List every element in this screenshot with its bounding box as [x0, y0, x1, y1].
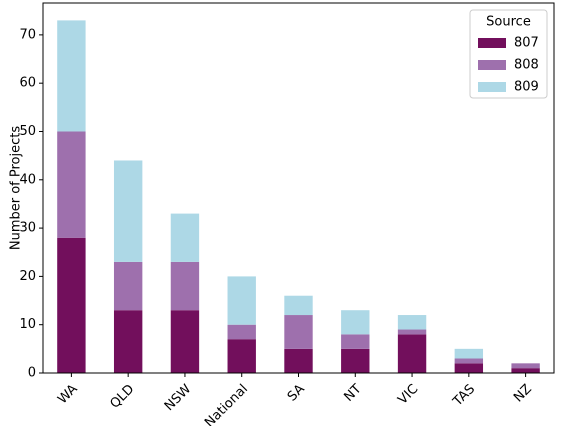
y-axis-label: Number of Projects: [9, 126, 24, 250]
plot-frame: [42, 2, 555, 374]
bar-segment: [284, 295, 313, 316]
x-tick-label: NT: [341, 382, 364, 405]
x-tick-label: VIC: [395, 382, 421, 408]
bar-segment: [454, 363, 484, 373]
legend-swatch: [478, 60, 506, 70]
legend-label: 807: [514, 36, 539, 51]
bar-segment: [397, 329, 427, 335]
bar-segment: [227, 339, 256, 373]
bar-segment: [341, 348, 370, 373]
y-tick-label: 60: [19, 76, 36, 91]
x-tick-label: NZ: [511, 382, 535, 406]
bar-segment: [170, 213, 200, 262]
y-tick-label: 0: [28, 366, 36, 381]
bar-segment: [284, 315, 313, 349]
bar-segment: [57, 237, 86, 373]
x-tick-label: QLD: [107, 382, 137, 412]
bar-segment: [284, 348, 313, 373]
bar-segment: [113, 261, 143, 311]
bar-segment: [397, 315, 427, 330]
bar-segment: [57, 131, 86, 238]
bar-segment: [454, 358, 484, 364]
x-tick-label: NSW: [162, 382, 195, 415]
bar-segment: [341, 310, 370, 335]
x-tick-label: TAS: [450, 382, 478, 410]
bar-segment: [511, 363, 540, 369]
x-tick-label: National: [202, 382, 251, 426]
bar-segment: [341, 334, 370, 349]
y-tick-label: 20: [19, 269, 36, 284]
legend-label: 809: [514, 80, 539, 95]
bar-segment: [170, 261, 200, 311]
bar-segment: [113, 160, 143, 262]
legend-title: Source: [486, 15, 531, 30]
bar-segment: [454, 348, 484, 359]
legend-label: 808: [514, 58, 539, 73]
legend-swatch: [478, 82, 506, 92]
x-tick-label: WA: [55, 382, 81, 408]
bar-segment: [227, 324, 256, 340]
y-tick-label: 40: [19, 172, 36, 187]
y-tick-label: 70: [19, 27, 36, 42]
x-tick-label: SA: [285, 382, 308, 405]
bar-segment: [57, 20, 86, 132]
bar-segment: [511, 368, 540, 373]
bar-segment: [170, 310, 200, 373]
y-tick-label: 30: [19, 221, 36, 236]
bar-segment: [113, 310, 143, 373]
legend-box: [469, 9, 548, 99]
y-tick-label: 50: [19, 124, 36, 139]
bar-segment: [227, 276, 256, 325]
bar-segment: [397, 334, 427, 373]
y-tick-label: 10: [19, 317, 36, 332]
legend-swatch: [478, 38, 506, 48]
